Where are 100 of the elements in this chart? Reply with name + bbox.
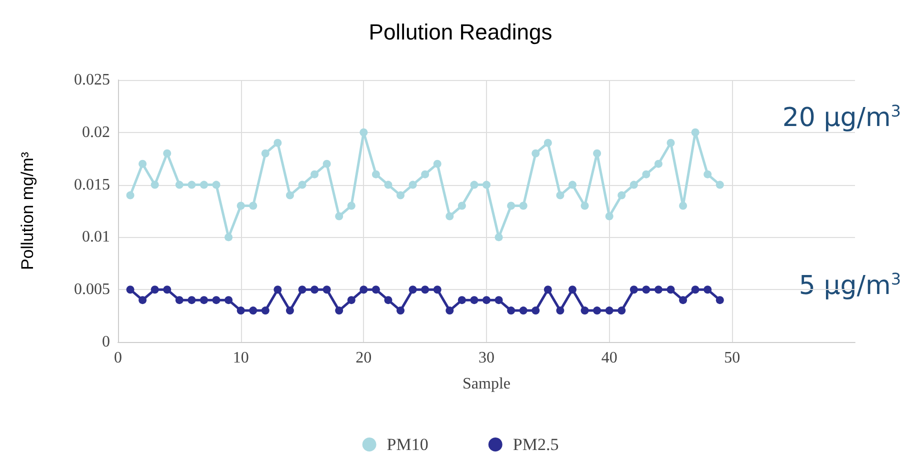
point [568, 180, 576, 189]
point [274, 286, 282, 294]
point [470, 180, 478, 189]
point [126, 286, 134, 294]
point [212, 296, 220, 304]
point [200, 180, 208, 189]
point [212, 180, 220, 189]
point [593, 306, 602, 315]
x-tick-label: 40 [601, 350, 618, 366]
point [605, 306, 614, 315]
point [249, 202, 258, 210]
point [335, 306, 344, 315]
y-tick-label: 0.02 [82, 124, 110, 141]
point [556, 191, 564, 200]
point [310, 170, 319, 178]
point [716, 296, 724, 304]
x-tick-label: 50 [724, 350, 740, 366]
point [446, 212, 454, 220]
point [126, 191, 134, 200]
point [322, 286, 331, 294]
point [372, 286, 380, 294]
point [384, 296, 392, 304]
point [286, 191, 294, 200]
point [396, 191, 405, 200]
point [138, 160, 147, 168]
point [642, 170, 650, 178]
point [322, 160, 331, 168]
point [360, 286, 368, 294]
point [188, 296, 196, 304]
point [654, 286, 662, 294]
point [666, 286, 675, 294]
x-axis-title: Sample [462, 376, 510, 392]
point [630, 286, 638, 294]
point [433, 160, 442, 168]
point [188, 180, 196, 189]
point [175, 180, 184, 189]
chart-title: Pollution Readings [368, 20, 552, 44]
point [310, 286, 319, 294]
point [150, 180, 159, 189]
point [679, 202, 688, 210]
y-tick-label: 0.025 [74, 72, 110, 88]
point [274, 138, 282, 147]
x-tick-label: 0 [114, 350, 122, 366]
point [163, 286, 172, 294]
point [347, 296, 356, 304]
point [691, 128, 700, 136]
legend-label: PM2.5 [512, 435, 559, 454]
point [654, 160, 662, 168]
point [421, 286, 430, 294]
point [335, 212, 344, 220]
point [408, 286, 417, 294]
point [236, 202, 245, 210]
y-tick-label: 0.005 [74, 281, 110, 298]
point [298, 286, 306, 294]
point [261, 149, 270, 158]
point [519, 306, 528, 315]
point [150, 286, 159, 294]
point [433, 286, 442, 294]
point [200, 296, 208, 304]
point [261, 306, 270, 315]
point [408, 180, 417, 189]
point [482, 180, 490, 189]
legend-label: PM10 [386, 435, 428, 454]
point [716, 180, 724, 189]
point [642, 286, 650, 294]
point [532, 306, 540, 315]
point [580, 306, 589, 315]
point [691, 286, 700, 294]
point [507, 306, 516, 315]
point [249, 306, 258, 315]
point [384, 180, 392, 189]
point [494, 233, 503, 242]
y-tick-label: 0.01 [82, 228, 110, 246]
point [372, 170, 380, 178]
point [163, 149, 172, 158]
point [482, 296, 490, 304]
point [236, 306, 245, 315]
point [494, 296, 503, 304]
point [298, 180, 306, 189]
point [470, 296, 478, 304]
y-tick-label: 0.015 [74, 176, 110, 194]
point [556, 306, 564, 315]
point [446, 306, 454, 315]
point [458, 202, 466, 210]
point [618, 306, 626, 315]
point [580, 202, 589, 210]
x-tick-label: 20 [356, 350, 372, 366]
point [347, 202, 356, 210]
point [507, 202, 516, 210]
point [286, 306, 294, 315]
point [532, 149, 540, 158]
point [618, 191, 626, 200]
y-axis-title: Pollution mg/m³ [18, 152, 37, 270]
point [544, 286, 552, 294]
point [704, 170, 712, 178]
point [360, 128, 368, 136]
point [519, 202, 528, 210]
y-tick-label: 0 [102, 334, 110, 350]
point [544, 138, 552, 147]
x-tick-label: 30 [478, 350, 494, 366]
